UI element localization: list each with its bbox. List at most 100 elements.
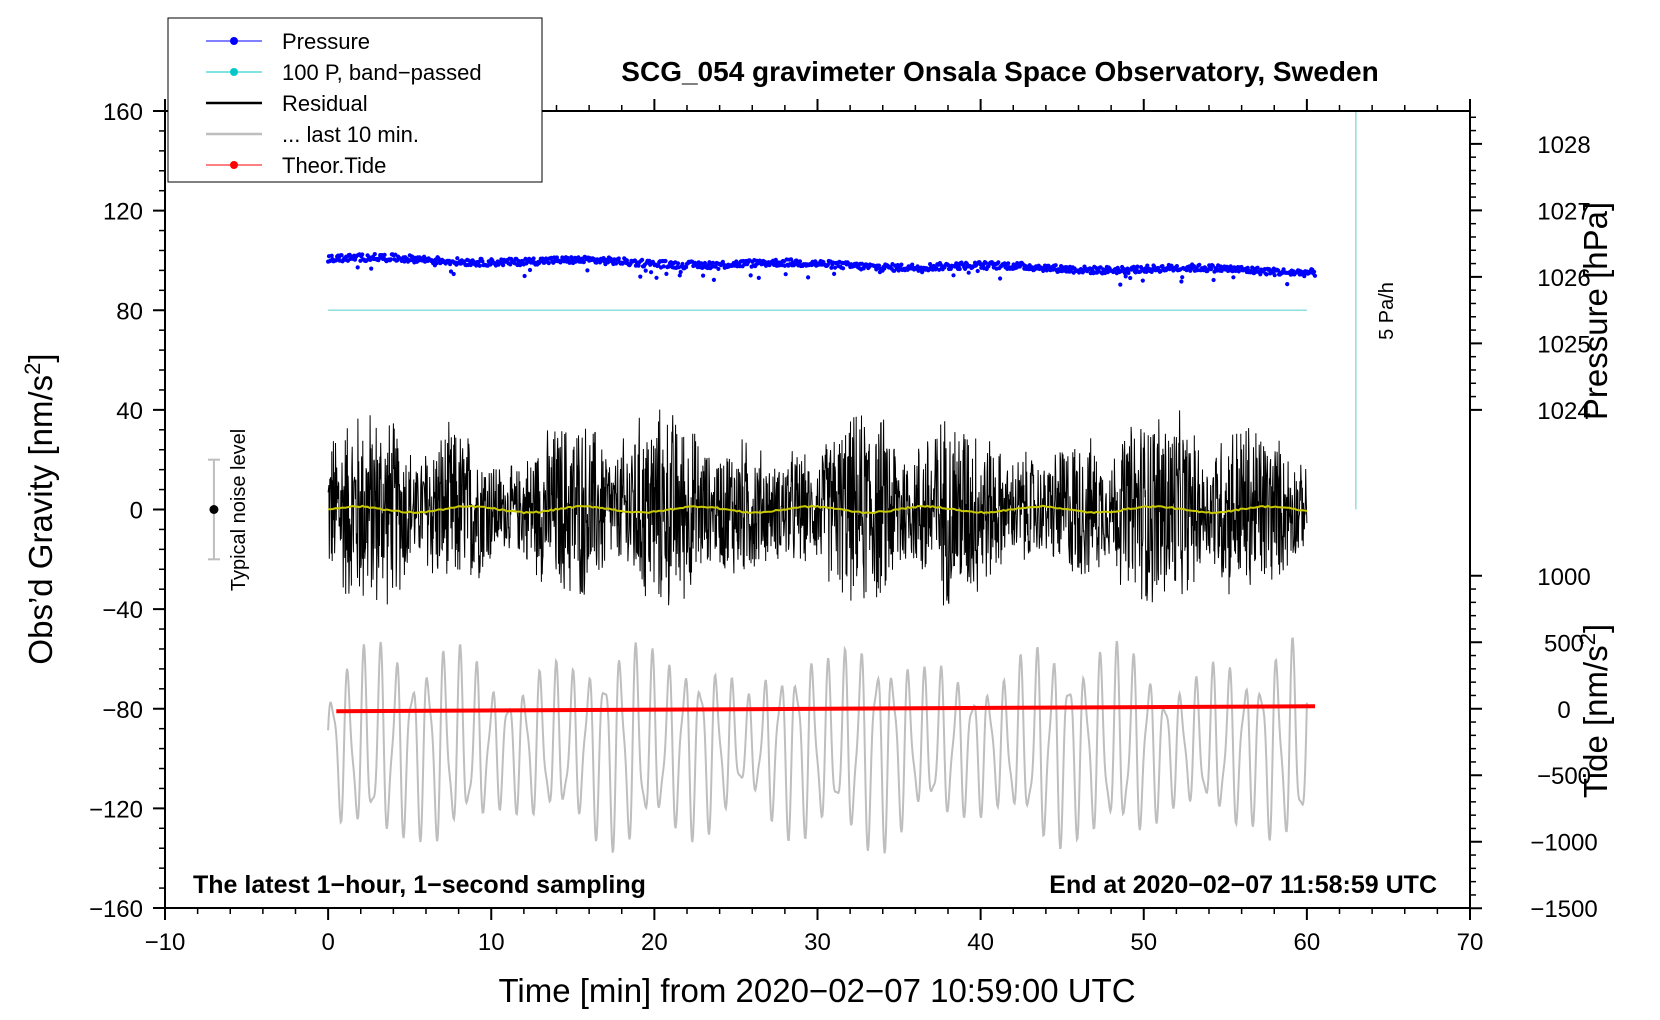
legend-residual: Residual [206,91,368,116]
y-axis-title-left-end: ] [22,353,59,362]
pressure-point [1145,263,1150,268]
pressure-point [702,260,708,266]
pressure-point [966,270,971,275]
pressure-point [638,274,643,279]
pressure-point [466,258,472,263]
pressure-point [339,253,344,258]
pressure-point [680,261,685,267]
annotation-bottom-left: The latest 1−hour, 1−second sampling [193,871,646,899]
pressure-point [1236,269,1241,274]
axis-layer: −10 0 10 20 30 40 50 60 70−160−120−80−4004080120… [89,99,1598,956]
legend-pressure: Pressure [206,29,370,54]
pressure-point [1053,263,1058,268]
pressure-point [654,275,659,280]
pressure-point [1135,264,1140,269]
pressure-point [829,265,834,270]
tide-tick-label: −500 [1537,763,1591,790]
noise-level-label: Typical noise level [228,429,250,591]
pressure-point [1017,264,1023,269]
y-tick-label: 80 [116,298,143,325]
chart-title: SCG_054 gravimeter Onsala Space Observat… [621,56,1378,87]
pressure-point [663,258,668,264]
pressure-point [1210,263,1215,268]
series-layer [207,111,1357,854]
pressure-point [1272,273,1277,278]
pressure-point [1264,272,1269,277]
series-last-10-min [327,637,1308,854]
pressure-point [832,265,838,270]
pressure-point [1041,268,1046,273]
y-tick-label: −160 [89,896,143,923]
pressure-point [789,257,794,262]
x-tick-label: 0 [321,929,334,956]
pressure-point [554,255,560,260]
pressure-tick-label: 1026 [1537,265,1590,292]
pressure-point [1312,273,1318,278]
pressure-point [1174,264,1179,269]
legend-label: Residual [282,91,368,116]
pressure-point [1006,261,1011,266]
y-tick-label: −120 [89,796,143,823]
pressure-point [661,264,666,269]
y-axis-title-left: Obs’d Gravity [nm/s2] [20,353,59,664]
pressure-point [614,261,619,266]
pressure-point [448,269,454,274]
pressure-point [797,259,803,264]
pressure-point [756,275,761,280]
pressure-point [928,262,933,267]
pressure-point [360,252,365,257]
pressure-point [455,256,460,261]
pressure-point [963,266,968,271]
pressure-point [531,256,536,261]
tide-tick-label: −1000 [1530,830,1597,857]
pressure-point [678,269,683,275]
tide-tick-label: 0 [1557,697,1570,724]
x-tick-label: 70 [1457,929,1484,956]
pressure-point [1258,272,1263,277]
pressure-point [522,273,527,279]
pressure-point [876,263,882,268]
pressure-point [1197,262,1202,267]
pressure-point [527,267,533,273]
y-axis-title-pressure: Pressure [hPa] [1577,202,1614,420]
y-axis-title-tide-main: Tide [nm/s [1577,645,1614,798]
x-axis-title: Time [min] from 2020−02−07 10:59:00 UTC [498,972,1135,1009]
legend-theor-tide: Theor.Tide [206,153,386,178]
pressure-point [983,260,988,265]
pressure-point [388,257,393,262]
pressure-point [334,258,339,263]
pressure-point [677,273,682,278]
y-tick-label: 120 [103,199,143,226]
legend-swatch-marker [230,161,238,169]
pressure-point [1140,278,1145,283]
series-theor-tide [336,704,1316,714]
pressure-point [1231,275,1236,280]
pressure-point [996,260,1001,265]
legend-box [167,17,543,183]
pressure-point [664,271,669,276]
pressure-point [1158,269,1163,274]
pressure-point [546,261,551,266]
pressure-point [832,271,837,276]
series-residual-mean [328,504,1308,515]
pressure-point [957,266,962,272]
pressure-point [477,263,482,268]
legend-label: Pressure [282,29,370,54]
legend-swatch-marker [230,37,238,45]
y-axis-title-tide: Tide [nm/s2] [1575,624,1614,798]
legend-items: Pressure 100 P, band−passed Residual ... la… [206,29,482,178]
pressure-point [434,261,439,266]
pressure-point [382,252,387,257]
pressure-point [605,260,611,265]
pressure-point [329,253,334,258]
pressure-point [480,259,485,264]
noise-bar-center [209,505,219,514]
pressure-point [1126,270,1131,276]
y-tick-label: 40 [116,398,143,425]
pressure-point [1128,275,1133,281]
pressure-point [748,273,753,278]
pressure-point [899,262,904,267]
series-pressure [326,252,1318,287]
pressure-point [1044,268,1049,273]
pressure-point [998,276,1003,281]
